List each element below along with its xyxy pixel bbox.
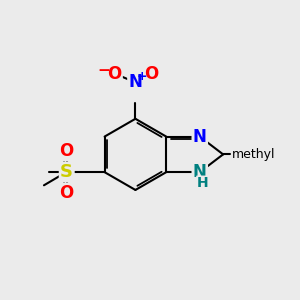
Text: H: H	[197, 176, 208, 190]
Text: S: S	[60, 163, 73, 181]
Text: N: N	[193, 163, 207, 181]
Text: +: +	[137, 70, 148, 83]
Text: N: N	[128, 73, 142, 91]
Text: −: −	[97, 63, 110, 78]
Text: O: O	[144, 64, 159, 82]
Text: methyl: methyl	[232, 148, 275, 161]
Text: O: O	[60, 184, 74, 202]
Text: O: O	[107, 64, 122, 82]
Text: O: O	[60, 142, 74, 160]
Text: N: N	[193, 128, 207, 146]
